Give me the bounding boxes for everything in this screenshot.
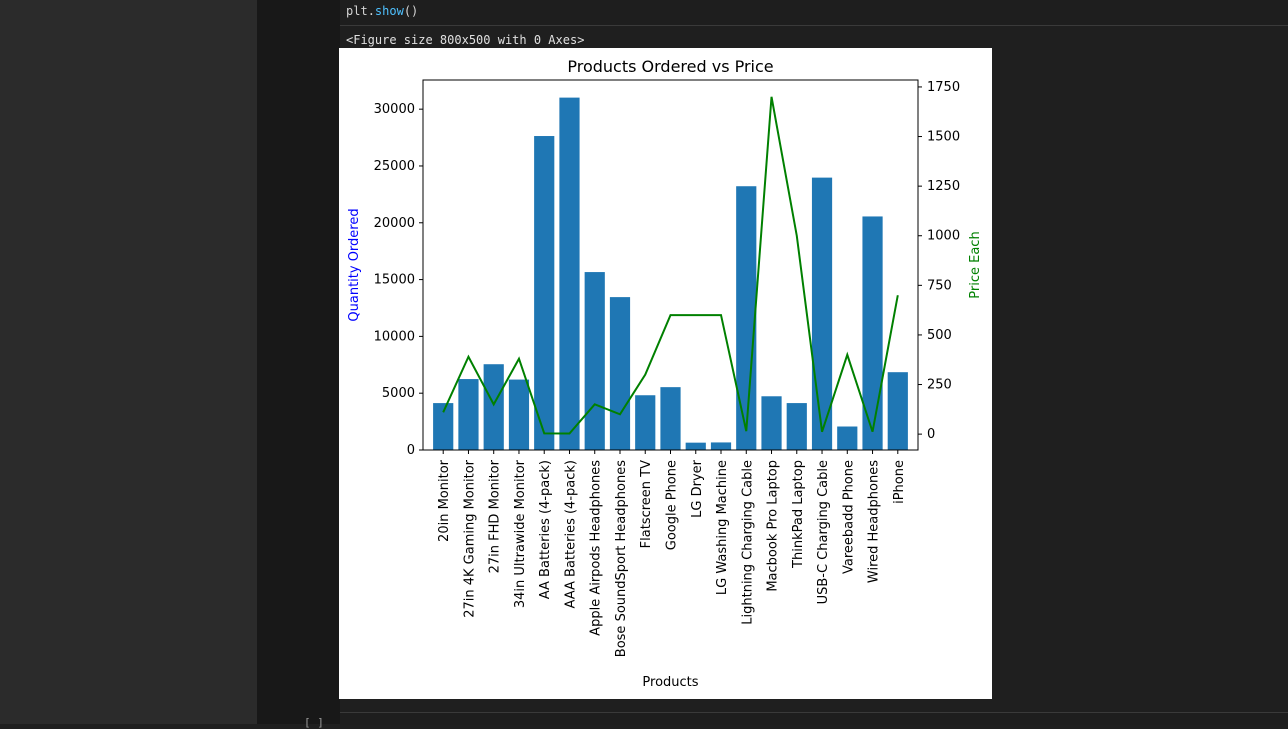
- next-cell-prompt: [ ]: [304, 716, 324, 729]
- bar: [609, 297, 631, 450]
- chart-figure: 0 5000 10000 15000 20000 25000 30000 0 250 500 750…: [339, 48, 992, 699]
- y-tick-label: 20000: [374, 216, 415, 231]
- x-tick-label: AA Batteries (4-pack): [538, 460, 553, 599]
- bar: [786, 403, 807, 450]
- bar: [584, 272, 605, 450]
- y2-tick-label: 250: [927, 378, 952, 393]
- price-line: [442, 96, 899, 435]
- x-tick-label: 27in FHD Monitor: [488, 459, 503, 573]
- x-tick-label: Bose SoundSport Headphones: [614, 460, 629, 657]
- y-tick-label: 25000: [374, 159, 415, 174]
- y-tick-label: 30000: [374, 102, 415, 117]
- chart-svg: 0 5000 10000 15000 20000 25000 30000 0 250 500 750…: [347, 57, 983, 690]
- x-tick-label: LG Washing Machine: [715, 460, 730, 595]
- code-cell[interactable]: plt.show(): [340, 0, 1288, 26]
- y-tick-label: 10000: [374, 329, 415, 344]
- code-call: (): [403, 4, 419, 18]
- y2-tick-label: 1250: [927, 179, 960, 194]
- bar: [483, 364, 504, 450]
- y2-axis-label: Price Each: [968, 231, 983, 298]
- bar: [534, 136, 555, 450]
- y-tick-label: 0: [407, 443, 415, 458]
- x-tick-label: 27in 4K Gaming Monitor: [462, 459, 477, 617]
- code-line[interactable]: plt.show(): [346, 4, 419, 18]
- x-tick-label: LG Dryer: [690, 459, 705, 517]
- x-tick-label: Apple Airpods Headphones: [589, 460, 604, 636]
- y2-tick-label: 500: [927, 328, 952, 343]
- y2-tick-label: 1500: [927, 130, 960, 145]
- bar: [736, 186, 757, 451]
- bar: [433, 403, 454, 450]
- y2-tick-label: 1750: [927, 80, 960, 95]
- bar: [837, 426, 858, 450]
- code-object: plt: [346, 4, 368, 18]
- bar: [710, 442, 732, 450]
- bar: [685, 442, 706, 450]
- x-tick-label: USB-C Charging Cable: [816, 460, 831, 604]
- bar: [761, 396, 782, 450]
- bar: [635, 395, 656, 450]
- y2-tick-label: 750: [927, 278, 952, 293]
- x-axis-label: Products: [642, 675, 698, 690]
- x-tick-label: Flatscreen TV: [639, 460, 654, 548]
- y-tick-label: 5000: [382, 386, 415, 401]
- cell-gutter: [257, 0, 340, 724]
- bar: [508, 379, 530, 450]
- x-tick-label: Vareebadd Phone: [841, 460, 856, 574]
- y-tick-label: 15000: [374, 273, 415, 288]
- x-tick-label: ThinkPad Laptop: [791, 460, 806, 569]
- bar: [887, 372, 908, 450]
- bar: [660, 387, 681, 450]
- x-tick-label: iPhone: [892, 460, 907, 504]
- next-code-cell[interactable]: [340, 712, 1288, 725]
- y2-tick-label: 1000: [927, 229, 960, 244]
- left-sidebar: [0, 0, 257, 724]
- x-tick-label: 34in Ultrawide Monitor: [513, 459, 528, 608]
- bar: [811, 177, 833, 450]
- x-tick-label: Macbook Pro Laptop: [766, 460, 781, 592]
- x-tick-label: 20in Monitor: [437, 459, 452, 542]
- y2-tick-label: 0: [927, 427, 935, 442]
- cell-output-text: <Figure size 800x500 with 0 Axes>: [346, 33, 585, 47]
- x-tick-label: Lightning Charging Cable: [740, 460, 755, 625]
- bar: [862, 216, 883, 450]
- bar: [559, 97, 580, 451]
- x-tick-label: Wired Headphones: [867, 460, 882, 583]
- code-method: show: [374, 4, 404, 18]
- x-tick-label: AAA Batteries (4-pack): [563, 460, 578, 608]
- chart-title: Products Ordered vs Price: [567, 57, 773, 76]
- y-axis-label: Quantity Ordered: [347, 208, 362, 321]
- x-tick-label: Google Phone: [665, 460, 680, 550]
- bar: [458, 379, 479, 450]
